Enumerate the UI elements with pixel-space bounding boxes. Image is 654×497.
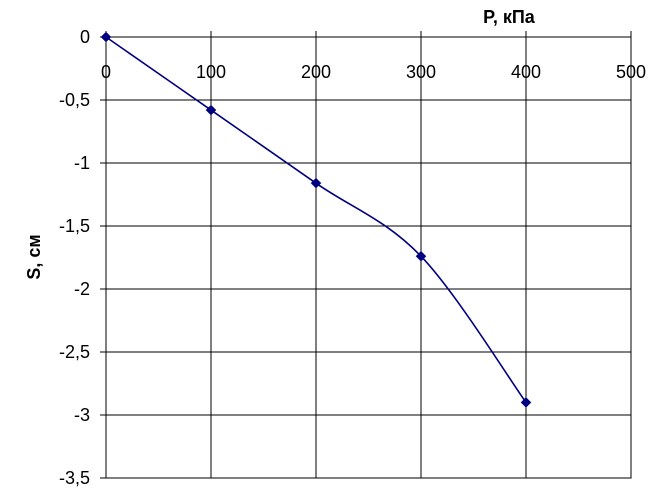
grid-lines [106, 37, 631, 478]
y-tick-label: -3,5 [59, 468, 90, 488]
data-point-marker [205, 104, 217, 116]
x-tick-label: 200 [301, 62, 331, 82]
x-tick-label: 0 [101, 62, 111, 82]
x-tick-label: 100 [196, 62, 226, 82]
x-axis-title: P, кПа [483, 7, 536, 27]
y-tick-label: -0,5 [59, 90, 90, 110]
data-point-marker [310, 177, 322, 189]
data-series [100, 31, 532, 408]
x-tick-label: 400 [511, 62, 541, 82]
data-point-marker [100, 31, 112, 43]
data-point-marker [520, 397, 532, 408]
y-axis-title: S, см [24, 234, 44, 279]
y-tick-label: -2,5 [59, 342, 90, 362]
tick-labels: 0 100 200 300 400 500 0 -0,5 -1 -1,5 -2 -2,5 -3 -3,5 [59, 27, 646, 488]
y-tick-label: -2 [74, 279, 90, 299]
y-tick-label: -3 [74, 405, 90, 425]
x-tick-label: 500 [616, 62, 646, 82]
data-point-marker [415, 250, 427, 262]
y-tick-label: -1 [74, 153, 90, 173]
x-tick-label: 300 [406, 62, 436, 82]
y-tick-label: 0 [80, 27, 90, 47]
y-tick-label: -1,5 [59, 216, 90, 236]
plot-area [105, 36, 632, 479]
